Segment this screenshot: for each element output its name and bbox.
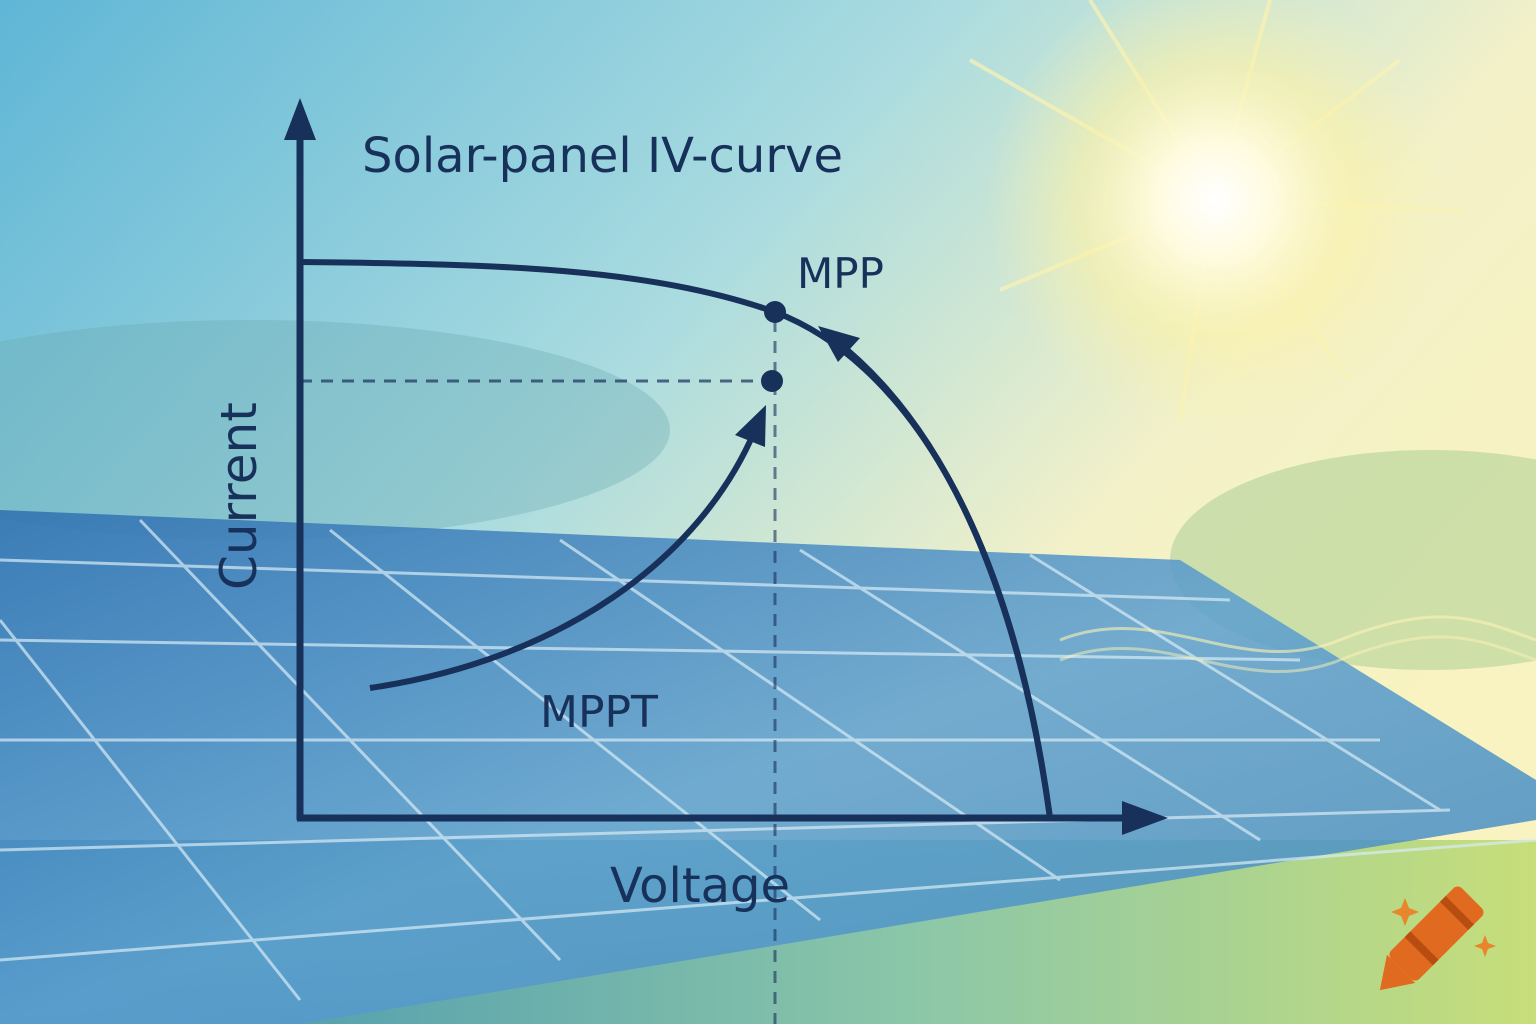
tracking-arrow xyxy=(833,337,1053,819)
operating-point xyxy=(761,370,783,392)
mpp-label: MPP xyxy=(797,249,884,298)
x-axis-label: Voltage xyxy=(610,858,790,914)
crayon-logo xyxy=(1379,886,1496,991)
mppt-label: MPPT xyxy=(540,687,658,738)
trees xyxy=(0,320,670,540)
solar-panels xyxy=(0,510,1536,1024)
y-axis-label: Current xyxy=(210,402,268,590)
sun xyxy=(985,0,1445,430)
mpp-point xyxy=(764,301,786,323)
arrowheads xyxy=(284,98,1168,835)
title: Solar-panel IV-curve xyxy=(362,128,843,184)
chart-lines xyxy=(296,130,1140,1024)
mppt-arrow xyxy=(369,428,758,691)
